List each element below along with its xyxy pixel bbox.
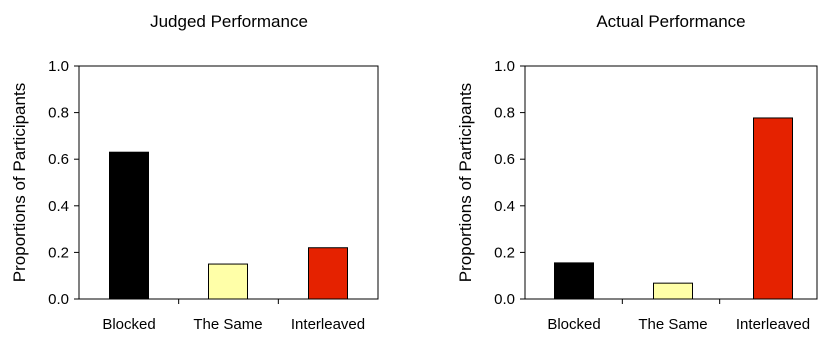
y-tick-label: 0.6 bbox=[48, 151, 69, 168]
y-tick-label: 1.0 bbox=[494, 58, 515, 75]
chart-1: Judged Performance Proportions of Partici… bbox=[10, 12, 379, 333]
y-tick-label: 0.0 bbox=[494, 291, 515, 308]
y-tick-label: 0.4 bbox=[494, 198, 515, 215]
bar-interleaved bbox=[308, 247, 348, 300]
chart-title: Actual Performance bbox=[596, 12, 745, 31]
y-tick-label: 0.6 bbox=[494, 151, 515, 168]
y-tick-label: 0.0 bbox=[48, 291, 69, 308]
y-axis-label: Proportions of Participants bbox=[456, 83, 475, 282]
y-tick-label: 0.2 bbox=[48, 244, 69, 261]
y-tick-label: 0.8 bbox=[48, 105, 69, 122]
chart-2: Actual Performance Proportions of Partici… bbox=[456, 12, 818, 333]
y-tick-label: 1.0 bbox=[48, 58, 69, 75]
bar-interleaved bbox=[753, 117, 793, 300]
y-tick-label: 0.2 bbox=[494, 244, 515, 261]
bar-blocked bbox=[554, 262, 594, 300]
bar-the-same bbox=[208, 263, 248, 300]
bar-the-same bbox=[653, 282, 693, 300]
x-category-label: Blocked bbox=[102, 316, 155, 333]
y-tick-label: 0.4 bbox=[48, 198, 69, 215]
x-category-label: Interleaved bbox=[736, 316, 810, 333]
x-category-label: The Same bbox=[193, 316, 262, 333]
x-category-label: Blocked bbox=[547, 316, 600, 333]
chart-title: Judged Performance bbox=[150, 12, 308, 31]
y-axis-label: Proportions of Participants bbox=[10, 83, 29, 282]
y-tick-label: 0.8 bbox=[494, 105, 515, 122]
x-category-label: The Same bbox=[638, 316, 707, 333]
x-category-label: Interleaved bbox=[291, 316, 365, 333]
bar-blocked bbox=[109, 151, 149, 300]
